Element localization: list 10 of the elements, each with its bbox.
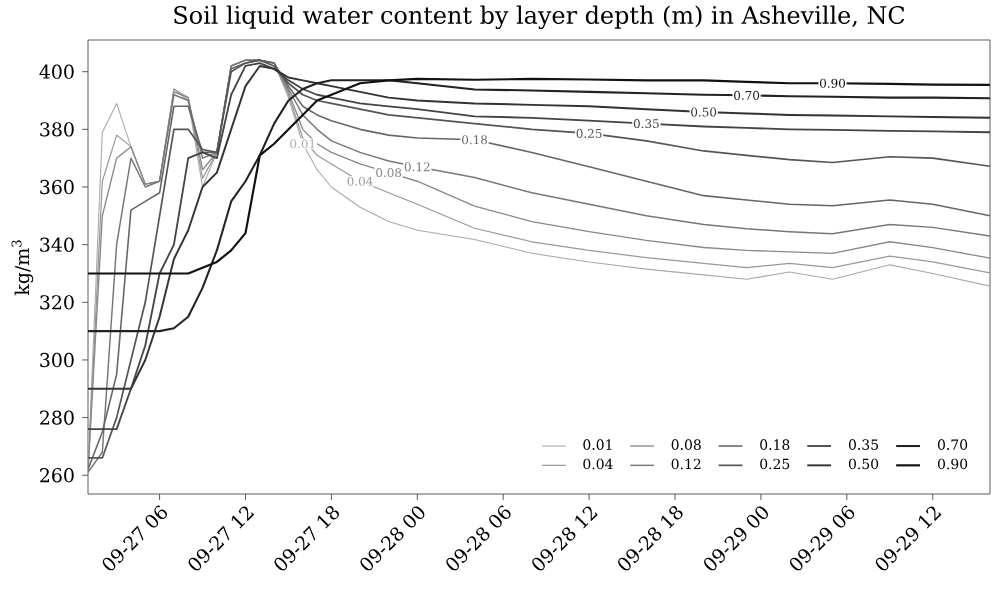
y-tick-label: 280 [40,410,74,425]
y-tick-label: 320 [40,295,74,310]
y-tick-label: 260 [40,468,74,483]
y-axis-title: kg/m$^{3}$ [11,240,34,296]
chart-title: Soil liquid water content by layer depth (m) in Asheville, NC [174,5,905,29]
y-tick-label: 340 [40,237,74,252]
y-tick-label: 380 [40,122,74,137]
y-tick-label: 360 [40,179,74,195]
y-tick-label: 400 [39,64,74,79]
y-tick-label: 300 [40,352,74,368]
